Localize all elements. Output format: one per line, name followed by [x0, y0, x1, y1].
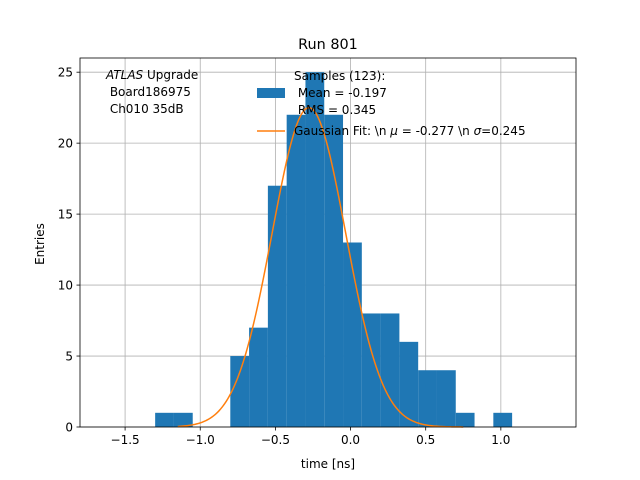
histogram-bar [249, 327, 268, 427]
x-axis-label: time [ns] [301, 457, 355, 471]
gaussian-fit [177, 106, 464, 428]
histogram-bar [324, 114, 344, 428]
histogram-bar [267, 185, 287, 427]
histogram-bar [418, 370, 437, 427]
histogram-bar [380, 313, 400, 427]
annotation-upgrade: Upgrade [143, 68, 198, 82]
y-tick-label: 15 [58, 208, 73, 222]
y-tick-label: 5 [65, 350, 73, 364]
legend-hist-line2: Mean = -0.197 [294, 86, 387, 100]
histogram-bar [286, 114, 306, 428]
histogram-bar [455, 412, 475, 427]
y-tick-label: 25 [58, 66, 73, 80]
annotation-channel: Ch010 35dB [106, 102, 184, 116]
gaussian-fit-curve [177, 106, 464, 428]
legend-hist-line3: RMS = 0.345 [294, 103, 376, 117]
histogram-bar [436, 370, 456, 427]
histogram-bar [230, 356, 250, 427]
histogram-bar [173, 412, 193, 427]
annotation-atlas: ATLAS [105, 68, 144, 82]
x-tick-label: −1.0 [186, 433, 215, 447]
legend-hist-line1: Samples (123): [294, 69, 385, 83]
legend-fit-label: Gaussian Fit: \n μ = -0.277 \n σ=0.245 [294, 124, 526, 138]
histogram-bar [305, 72, 325, 427]
legend-hist-swatch [257, 88, 285, 98]
x-tick-label: 0.0 [341, 433, 360, 447]
y-tick-label: 0 [65, 421, 73, 435]
histogram-bar [361, 313, 381, 427]
annotation-board: Board186975 [106, 85, 191, 99]
x-tick-label: 1.0 [491, 433, 510, 447]
ticks: −1.5 −1.0 −0.5 0.0 0.5 1.0 0 5 10 15 20 25 [58, 66, 511, 447]
histogram-bar [399, 341, 419, 427]
x-tick-label: −1.5 [111, 433, 140, 447]
x-tick-label: 0.5 [416, 433, 435, 447]
svg-text:ATLAS Upgrade: ATLAS Upgrade [105, 68, 198, 82]
x-tick-label: −0.5 [261, 433, 290, 447]
y-tick-label: 20 [58, 137, 73, 151]
chart-title: Run 801 [298, 37, 358, 53]
axes [79, 57, 577, 428]
histogram-bar [493, 412, 513, 427]
histogram-bars [155, 72, 513, 428]
plot-frame [79, 57, 577, 428]
y-axis-label: Entries [33, 223, 47, 265]
histogram-bar [155, 412, 174, 427]
y-tick-label: 10 [58, 279, 73, 293]
legend: Samples (123): Mean = -0.197 RMS = 0.345… [257, 69, 526, 138]
atlas-annotation: ATLAS Upgrade Board186975 Ch010 35dB [105, 68, 198, 116]
